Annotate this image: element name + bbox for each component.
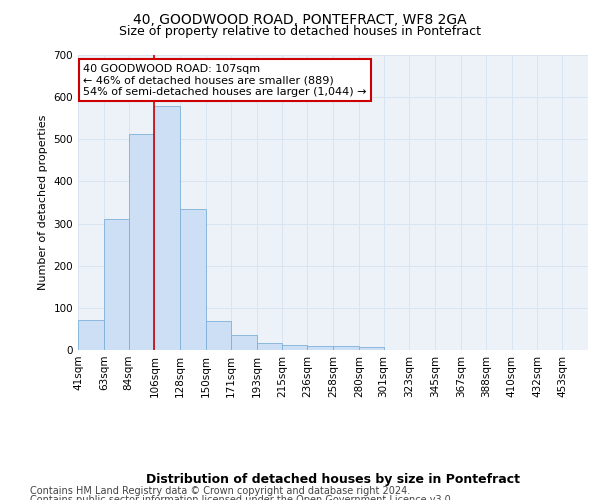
Bar [180, 209, 206, 350]
Text: Contains HM Land Registry data © Crown copyright and database right 2024.: Contains HM Land Registry data © Crown c… [30, 486, 410, 496]
Bar [104, 218, 128, 350]
Bar [283, 345, 307, 350]
Bar [128, 134, 154, 350]
Bar [359, 347, 383, 350]
Bar [307, 346, 333, 350]
Bar [154, 106, 180, 350]
Bar [257, 343, 283, 350]
Bar [333, 346, 359, 350]
Bar [231, 335, 257, 350]
Text: Size of property relative to detached houses in Pontefract: Size of property relative to detached ho… [119, 25, 481, 38]
X-axis label: Distribution of detached houses by size in Pontefract: Distribution of detached houses by size … [146, 474, 520, 486]
Y-axis label: Number of detached properties: Number of detached properties [38, 115, 48, 290]
Text: 40 GOODWOOD ROAD: 107sqm
← 46% of detached houses are smaller (889)
54% of semi-: 40 GOODWOOD ROAD: 107sqm ← 46% of detach… [83, 64, 367, 97]
Bar [206, 322, 231, 350]
Text: Contains public sector information licensed under the Open Government Licence v3: Contains public sector information licen… [30, 495, 454, 500]
Bar [78, 320, 104, 350]
Text: 40, GOODWOOD ROAD, PONTEFRACT, WF8 2GA: 40, GOODWOOD ROAD, PONTEFRACT, WF8 2GA [133, 12, 467, 26]
